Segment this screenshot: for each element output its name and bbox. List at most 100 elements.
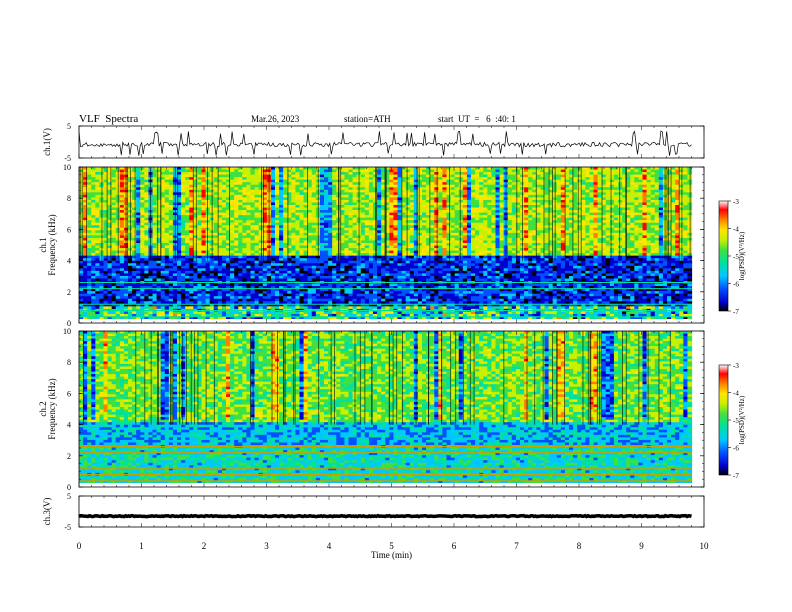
spec-cell [352, 174, 358, 178]
spec-cell [654, 169, 660, 173]
spec-cell [279, 179, 284, 183]
spec-cell [291, 174, 297, 178]
spec-cell [683, 172, 689, 176]
spec-cell [111, 174, 117, 178]
spec-cell [426, 167, 431, 171]
spec-cell [107, 169, 113, 173]
spec-cell [475, 179, 480, 183]
spec-cell [250, 177, 256, 181]
spec-cell [483, 167, 488, 171]
spec-cell [454, 177, 460, 181]
spec-cell [442, 169, 448, 173]
spec-cell [454, 167, 460, 171]
spec-cell [368, 169, 374, 173]
spec-cell [352, 182, 358, 186]
spec-cell [613, 174, 619, 178]
spec-cell [397, 177, 403, 181]
spec-cell [181, 182, 186, 186]
spec-cell [654, 174, 660, 178]
spec-cell [634, 177, 640, 181]
spec-cell [446, 167, 452, 171]
spec-cell [160, 169, 166, 173]
spec-cell [226, 172, 231, 176]
spec-cell [462, 177, 468, 181]
spec-cell [495, 167, 501, 171]
spec-cell [658, 179, 664, 183]
spec-cell [311, 169, 317, 173]
spec-cell [422, 167, 427, 171]
spec-cell [270, 174, 276, 178]
spec-cell [283, 167, 288, 171]
spec-cell [658, 172, 664, 176]
spec-cell [299, 177, 305, 181]
spec-cell [544, 179, 550, 183]
spec-cell [560, 179, 566, 183]
spec-cell [287, 177, 292, 181]
spec-cell [507, 174, 513, 178]
spec-cell [569, 174, 574, 178]
spec-cell [303, 172, 309, 176]
spec-cell [528, 169, 533, 173]
spec-cell [422, 179, 427, 183]
spec-cell [446, 172, 452, 176]
spec-cell [507, 172, 513, 176]
spec-cell [307, 177, 313, 181]
spec-cell [152, 179, 158, 183]
spec-cell [683, 174, 689, 178]
spec-cell [540, 169, 546, 173]
spec-cell [201, 172, 207, 176]
spec-cell [348, 169, 354, 173]
spec-cell [499, 167, 505, 171]
spec-cell [556, 177, 562, 181]
spec-cell [213, 177, 219, 181]
spec-cell [238, 179, 243, 183]
spec-cell [324, 169, 329, 173]
spec-cell [454, 174, 460, 178]
spec-cell [544, 169, 550, 173]
spec-cell [368, 182, 374, 186]
spec-cell [532, 177, 537, 181]
spec-cell [340, 179, 346, 183]
spec-cell [479, 177, 484, 181]
spec-cell [270, 172, 276, 176]
spec-cell [332, 179, 337, 183]
spec-cell [295, 174, 301, 178]
spec-cell [622, 172, 627, 176]
spec-cell [103, 174, 109, 178]
spec-cell [634, 172, 640, 176]
spec-cell [589, 167, 595, 171]
spec-cell [360, 172, 366, 176]
start-time-label: start UT = 6 :40: 1 [438, 114, 516, 124]
spec-cell [540, 177, 546, 181]
spec-cell [409, 167, 415, 171]
spec-cell [217, 182, 223, 186]
spec-cell [667, 172, 672, 176]
spec-cell [650, 179, 656, 183]
spec-cell [479, 169, 484, 173]
spec-cell [246, 167, 252, 171]
spec-cell [618, 169, 623, 173]
spec-cell [393, 174, 399, 178]
spec-cell [409, 169, 415, 173]
spec-cell [487, 172, 493, 176]
spec-cell [581, 167, 586, 171]
spec-cell [585, 169, 591, 173]
spec-cell [140, 169, 145, 173]
spec-cell [177, 172, 182, 176]
spec-cell [462, 174, 468, 178]
spec-cell [422, 182, 427, 186]
spec-cell [319, 179, 325, 183]
spec-cell [238, 182, 243, 186]
spec-cell [532, 172, 537, 176]
spec-cell [140, 174, 145, 178]
spec-cell [434, 172, 439, 176]
spec-cell [638, 179, 644, 183]
spec-cell [646, 174, 652, 178]
spec-cell [626, 179, 631, 183]
spec-cell [332, 182, 337, 186]
spec-cell [491, 172, 497, 176]
spec-cell [442, 179, 448, 183]
spec-cell [205, 182, 211, 186]
spec-cell [258, 174, 264, 178]
spec-cell [246, 174, 252, 178]
